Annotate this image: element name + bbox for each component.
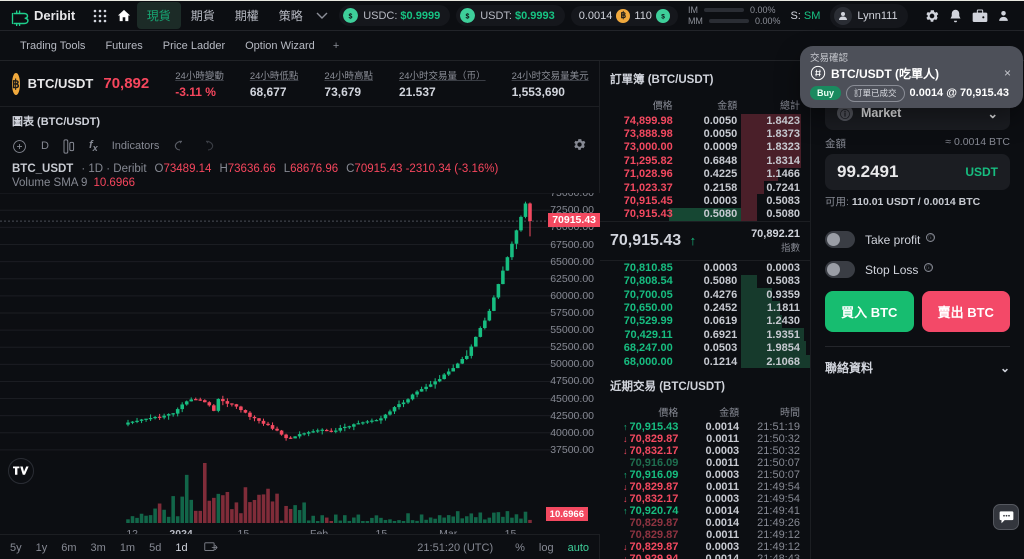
svg-text:$: $ xyxy=(349,13,353,20)
svg-text:$: $ xyxy=(466,13,470,20)
svg-text:$: $ xyxy=(661,13,665,20)
